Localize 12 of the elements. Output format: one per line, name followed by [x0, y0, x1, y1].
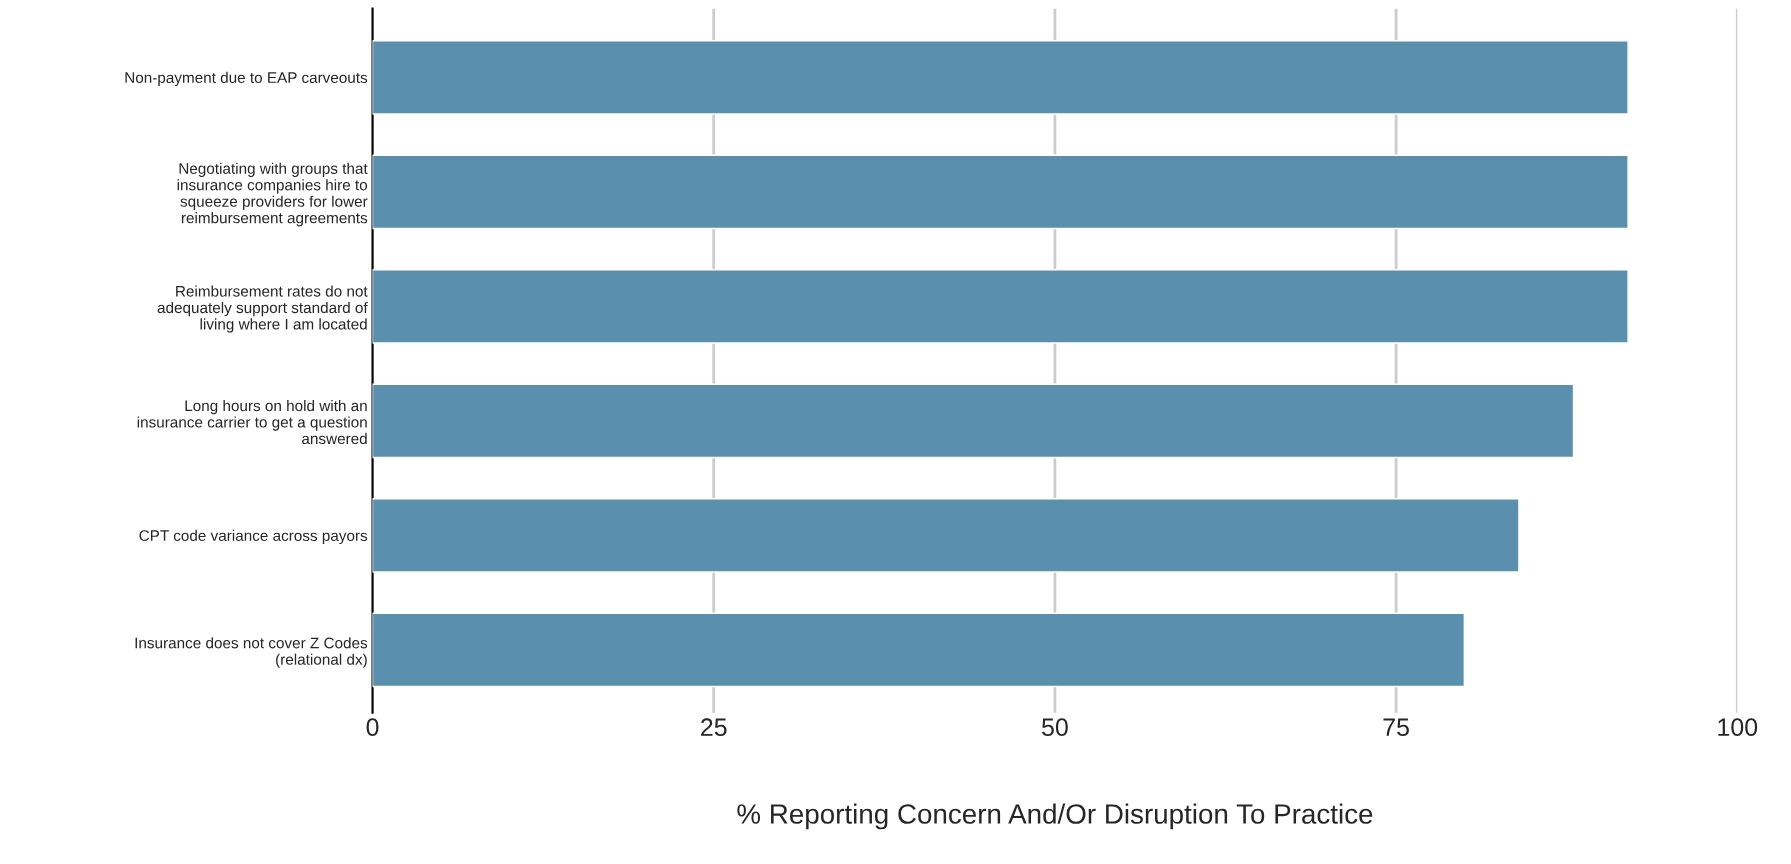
x-axis-title: % Reporting Concern And/Or Disruption To Practice — [737, 803, 1373, 830]
y-tick-label: Long hours on hold with an insurance carrier to get a question answered — [137, 399, 367, 445]
y-tick-label: Negotiating with groups that insurance companies hire to squeeze providers for lower reimbursement agreements — [177, 162, 368, 227]
x-tick-label: 25 — [701, 718, 727, 737]
y-tick-label: Reimbursement rates do not adequately support standard of living where I am located — [157, 285, 368, 333]
x-tick-label: 100 — [1718, 718, 1758, 737]
x-tick-label: 75 — [1383, 718, 1409, 737]
x-tick-label: 0 — [366, 718, 379, 737]
y-tick-label: Insurance does not cover Z Codes (relational dx) — [135, 637, 368, 668]
y-tick-label: Non-payment due to EAP carveouts — [125, 71, 368, 87]
y-tick-label: CPT code variance across payors — [139, 529, 368, 545]
x-tick-label: 50 — [1042, 718, 1068, 737]
